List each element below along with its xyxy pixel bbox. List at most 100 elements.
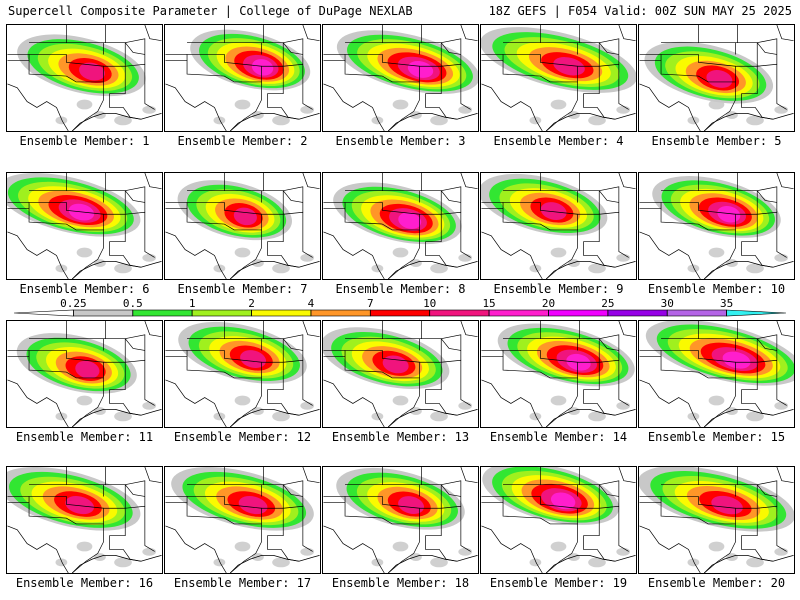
colorbar-segment — [666, 309, 727, 317]
weak-scp-patch — [213, 412, 226, 421]
weak-scp-patch — [708, 395, 725, 406]
ensemble-map-panel — [322, 172, 479, 280]
state-boundary — [283, 186, 304, 213]
weak-scp-patch — [726, 259, 738, 268]
ensemble-map-panel — [164, 320, 321, 428]
state-boundary — [302, 321, 320, 338]
weak-scp-patch — [94, 407, 106, 416]
color-scale-bar: 0.25 0.5 1 2 4 7 10 15 20 25 30 35 — [0, 298, 800, 324]
ensemble-map-panel — [322, 466, 479, 574]
state-boundary — [7, 83, 69, 131]
state-boundary — [103, 361, 141, 416]
weak-scp-patch — [774, 401, 789, 410]
gulf-coastline — [71, 408, 162, 427]
weak-scp-patch — [392, 395, 409, 406]
ensemble-member-label: Ensemble Member: 18 — [331, 576, 470, 590]
colorbar-tick-label: 15 — [482, 298, 495, 310]
state-boundary — [502, 202, 578, 230]
state-boundary — [599, 186, 620, 213]
state-boundary — [283, 505, 313, 552]
state-boundary — [441, 334, 462, 361]
weak-scp-patch — [588, 115, 606, 126]
state-boundary — [144, 25, 162, 42]
colorbar-segment — [370, 309, 430, 317]
weak-scp-patch — [272, 411, 290, 422]
weak-scp-patch — [529, 264, 542, 273]
scp-contour-level-7 — [722, 351, 751, 369]
scp-contour-level-7 — [550, 492, 576, 510]
state-boundary — [481, 83, 543, 131]
colorbar-tick-label: 4 — [308, 298, 315, 310]
state-boundary — [599, 505, 629, 552]
weak-scp-patch — [371, 412, 384, 421]
state-boundary — [419, 484, 442, 509]
state-boundary — [124, 42, 145, 55]
state-boundary — [124, 338, 145, 351]
state-boundary — [599, 38, 620, 65]
scp-contour-level-6 — [75, 360, 100, 379]
ensemble-member-label: Ensemble Member: 13 — [331, 430, 470, 444]
weak-scp-patch — [392, 99, 409, 110]
ensemble-map-svg — [165, 467, 320, 573]
state-boundary — [103, 213, 141, 268]
scp-contour-level-6 — [79, 62, 105, 81]
ensemble-member-label: Ensemble Member: 8 — [335, 282, 466, 296]
state-boundary — [165, 525, 227, 573]
weak-scp-patch — [458, 401, 473, 410]
scp-contour-level-6 — [706, 70, 733, 88]
state-boundary — [440, 190, 461, 203]
colorbar-tick-label: 35 — [720, 298, 733, 310]
ensemble-member-label: Ensemble Member: 11 — [15, 430, 154, 444]
state-boundary — [756, 190, 777, 203]
state-boundary — [481, 59, 578, 131]
ensemble-member-label: Ensemble Member: 17 — [173, 576, 312, 590]
weak-scp-patch — [114, 411, 132, 422]
weak-scp-patch — [371, 116, 384, 125]
colorbar-tick-label: 0.25 — [60, 298, 87, 310]
weak-scp-patch — [76, 247, 93, 258]
state-boundary — [323, 355, 420, 427]
state-boundary — [28, 496, 104, 524]
state-boundary — [481, 525, 543, 573]
state-boundary — [261, 338, 284, 363]
weak-scp-patch — [687, 558, 700, 567]
weak-scp-patch — [550, 247, 567, 258]
run-info: 18Z GEFS | F054 Valid: 00Z SUN MAY 25 20… — [488, 4, 792, 18]
state-boundary — [323, 501, 420, 573]
ensemble-member-label: Ensemble Member: 9 — [493, 282, 624, 296]
scp-contour-level-6 — [238, 496, 268, 515]
state-boundary — [323, 525, 385, 573]
state-boundary — [302, 467, 320, 484]
state-boundary — [165, 231, 227, 279]
weak-scp-patch — [114, 557, 132, 568]
state-boundary — [757, 359, 787, 406]
state-boundary — [283, 359, 313, 406]
state-boundary — [165, 501, 262, 573]
state-boundary — [599, 359, 629, 406]
weak-scp-patch — [774, 253, 789, 262]
weak-scp-patch — [550, 395, 567, 406]
gulf-coastline — [71, 554, 162, 573]
ensemble-map-svg — [7, 25, 162, 131]
weak-scp-patch — [252, 111, 264, 120]
weak-scp-patch — [616, 105, 631, 114]
colorbar-tick-label: 2 — [248, 298, 255, 310]
state-boundary — [735, 213, 773, 268]
scp-contour-level-7 — [251, 59, 274, 76]
colorbar-segment — [73, 309, 134, 317]
state-boundary — [577, 65, 615, 120]
ensemble-map-panel — [480, 24, 637, 132]
state-boundary — [618, 321, 636, 338]
state-boundary — [481, 355, 578, 427]
state-boundary — [261, 361, 299, 416]
colorbar-segment — [310, 309, 371, 317]
weak-scp-patch — [430, 557, 448, 568]
state-boundary — [756, 42, 777, 55]
ensemble-member-label: Ensemble Member: 1 — [19, 134, 150, 148]
weak-scp-patch — [726, 111, 738, 120]
gulf-coastline — [229, 408, 320, 427]
state-boundary — [7, 525, 69, 573]
ensemble-map-svg — [481, 467, 636, 573]
weak-scp-patch — [568, 259, 580, 268]
state-boundary — [460, 173, 478, 190]
